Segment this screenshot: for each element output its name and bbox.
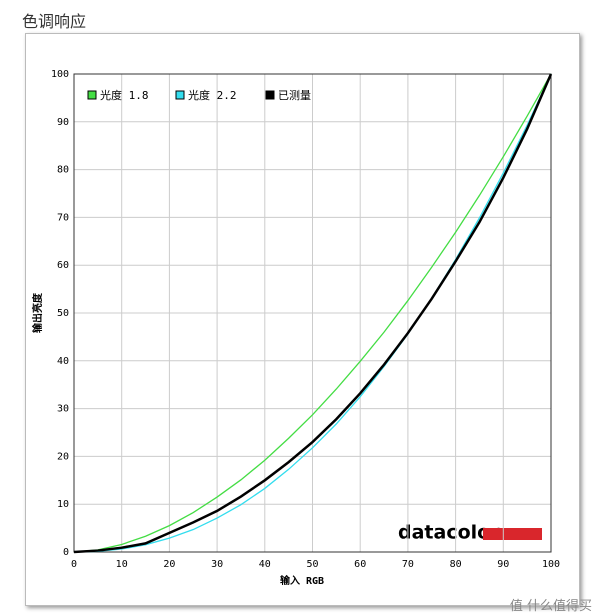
x-tick-label: 100 xyxy=(542,559,560,570)
logo: datacolor xyxy=(398,522,500,544)
y-tick-label: 60 xyxy=(57,260,69,271)
y-tick-label: 10 xyxy=(57,499,69,510)
plot-border xyxy=(73,73,552,553)
series-line xyxy=(73,73,552,553)
legend-label: 光度 2.2 xyxy=(188,88,237,102)
y-tick-label: 30 xyxy=(57,404,69,415)
x-tick-label: 30 xyxy=(211,559,223,570)
y-tick-label: 50 xyxy=(57,308,69,319)
legend-swatch xyxy=(175,90,185,100)
x-tick-label: 90 xyxy=(497,559,509,570)
y-tick-label: 0 xyxy=(63,547,69,558)
chart-frame xyxy=(25,33,580,606)
legend-swatch xyxy=(87,90,97,100)
legend-label: 光度 1.8 xyxy=(100,88,149,102)
x-tick-label: 70 xyxy=(402,559,414,570)
y-tick-label: 100 xyxy=(51,69,69,80)
y-tick-label: 90 xyxy=(57,117,69,128)
x-tick-label: 50 xyxy=(306,559,318,570)
y-tick-label: 80 xyxy=(57,165,69,176)
x-tick-label: 10 xyxy=(116,559,128,570)
x-tick-label: 20 xyxy=(163,559,175,570)
logo-bar xyxy=(483,528,542,540)
x-tick-label: 60 xyxy=(354,559,366,570)
y-tick-label: 40 xyxy=(57,356,69,367)
x-tick-label: 80 xyxy=(450,559,462,570)
legend-label: 已测量 xyxy=(278,89,311,102)
y-tick-label: 20 xyxy=(57,451,69,462)
series-line xyxy=(73,73,553,554)
legend-swatch xyxy=(265,90,275,100)
y-tick-label: 70 xyxy=(57,212,69,223)
x-axis-label: 输入 RGB xyxy=(280,574,324,587)
y-axis-label: 输出亮度 xyxy=(31,292,44,333)
watermark: 值 什么值得买 xyxy=(509,599,592,614)
page-title: 色调响应 xyxy=(22,12,87,31)
x-tick-label: 0 xyxy=(71,559,77,570)
x-tick-label: 40 xyxy=(259,559,271,570)
series-line xyxy=(73,73,552,553)
